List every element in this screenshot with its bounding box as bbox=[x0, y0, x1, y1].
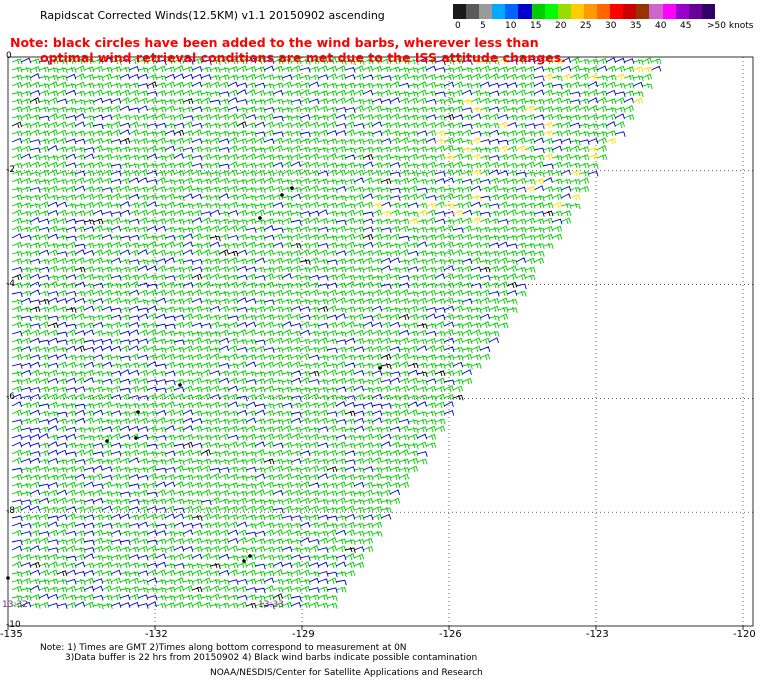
longitude-tick-label: -120 bbox=[733, 629, 756, 640]
latitude-tick-label: -2 bbox=[6, 164, 15, 175]
latitude-tick-label: -10 bbox=[6, 620, 21, 630]
latitude-tick-label: -6 bbox=[6, 392, 15, 403]
colorbar-swatch bbox=[610, 4, 624, 19]
plot-border bbox=[7, 56, 754, 627]
colorbar-tick-label: 45 bbox=[680, 21, 692, 31]
colorbar-swatch bbox=[662, 4, 676, 19]
contamination-circle bbox=[378, 366, 382, 370]
contamination-circle bbox=[242, 559, 246, 563]
longitude-tick-label: -129 bbox=[292, 629, 315, 640]
latitude-tick-label: -4 bbox=[6, 278, 15, 289]
contamination-note-line1: Note: black circles have been added to t… bbox=[10, 35, 539, 50]
colorbar-tick-label: 25 bbox=[580, 21, 592, 31]
footer-note-line1: Note: 1) Times are GMT 2)Times along bot… bbox=[40, 643, 407, 653]
wind-barbs bbox=[6, 57, 662, 610]
colorbar-swatch bbox=[531, 4, 545, 19]
colorbar-swatch bbox=[636, 4, 650, 19]
wind-barbs-yellow bbox=[371, 57, 653, 225]
colorbar-tick-label: 10 bbox=[505, 21, 517, 31]
colorbar-swatch bbox=[466, 4, 480, 19]
colorbar-swatch bbox=[544, 4, 558, 19]
contamination-circle bbox=[134, 436, 138, 440]
colorbar-tick-label: 20 bbox=[555, 21, 567, 31]
colorbar-swatch bbox=[505, 4, 519, 19]
colorbar-swatch bbox=[479, 4, 493, 19]
footer-note-line2: 3)Data buffer is 22 hrs from 20150902 4)… bbox=[65, 653, 478, 663]
contamination-note-line2: optimal wind retrieval conditions are me… bbox=[40, 50, 566, 65]
colorbar-swatch bbox=[688, 4, 702, 19]
contamination-circle bbox=[178, 383, 182, 387]
colorbar-swatch bbox=[675, 4, 689, 19]
footer-credit: NOAA/NESDIS/Center for Satellite Applica… bbox=[210, 668, 483, 678]
colorbar-swatch bbox=[570, 4, 584, 19]
contamination-circle bbox=[280, 193, 284, 197]
colorbar-swatch bbox=[623, 4, 637, 19]
map-title: Rapidscat Corrected Winds(12.5KM) v1.1 2… bbox=[40, 9, 385, 22]
time-label-end: 13:33 bbox=[258, 600, 284, 610]
plot-frame bbox=[7, 56, 754, 630]
contamination-circle bbox=[258, 216, 262, 220]
contamination-circle bbox=[105, 439, 109, 443]
wind-barbs-black bbox=[11, 81, 554, 609]
colorbar-swatch bbox=[701, 4, 715, 19]
latitude-tick-label: 0 bbox=[6, 51, 12, 61]
colorbar-swatch bbox=[518, 4, 532, 19]
wind-barbs-blue bbox=[11, 57, 662, 610]
wind-barbs-green bbox=[11, 57, 662, 610]
colorbar-swatch bbox=[557, 4, 571, 19]
contamination-circle bbox=[290, 186, 294, 190]
wind-speed-colorbar bbox=[453, 4, 715, 19]
time-label-start: 13:32 bbox=[2, 600, 28, 610]
latitude-tick-label: -8 bbox=[6, 506, 15, 517]
longitude-tick-label: -126 bbox=[439, 629, 462, 640]
colorbar-tick-label: 5 bbox=[480, 21, 486, 31]
longitude-tick-label: -135 bbox=[0, 629, 23, 640]
colorbar-unit-label: >50 knots bbox=[707, 21, 754, 31]
colorbar-swatch bbox=[597, 4, 611, 19]
colorbar-tick-label: 15 bbox=[530, 21, 542, 31]
colorbar-swatch bbox=[453, 4, 467, 19]
colorbar-tick-label: 40 bbox=[655, 21, 667, 31]
longitude-tick-label: -123 bbox=[586, 629, 609, 640]
contamination-circle bbox=[248, 554, 252, 558]
colorbar-swatch bbox=[649, 4, 663, 19]
longitude-tick-label: -132 bbox=[145, 629, 168, 640]
colorbar-swatch bbox=[583, 4, 598, 19]
colorbar-tick-label: 0 bbox=[455, 21, 461, 31]
colorbar-tick-label: 35 bbox=[630, 21, 642, 31]
colorbar-swatch bbox=[492, 4, 506, 19]
contamination-circle bbox=[136, 410, 140, 414]
colorbar-tick-label: 30 bbox=[605, 21, 617, 31]
